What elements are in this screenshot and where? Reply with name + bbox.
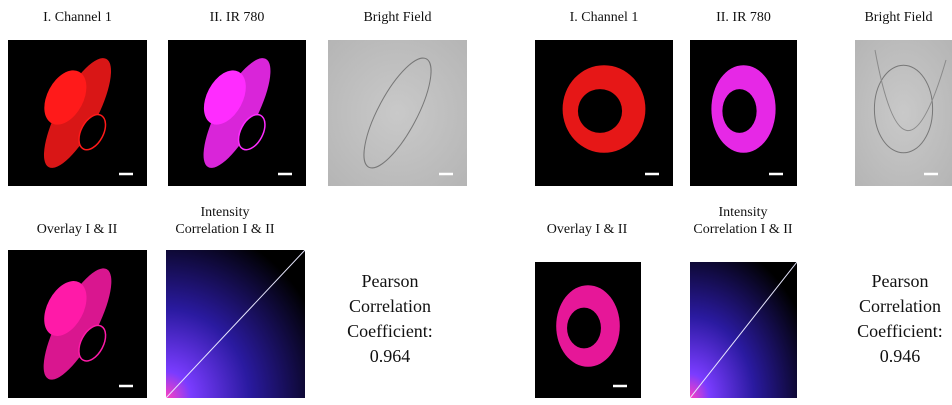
overlay-label: Overlay I & II [547,222,628,237]
overlay-label: Overlay I & II [37,222,118,237]
correlation-label: Correlation I & II [693,222,792,237]
image-label: Bright Field [864,10,932,25]
image-label: II. IR 780 [210,10,265,25]
micrograph [535,262,641,398]
micrograph [535,40,673,186]
image-label: II. IR 780 [716,10,771,25]
pearson-label: Coefficient: [347,321,433,341]
pearson-label: Correlation [349,296,431,316]
pearson-value: 0.946 [880,346,921,366]
pearson-label: Pearson [872,271,929,291]
micrograph [8,40,147,186]
micrograph [855,40,952,186]
micrograph [328,40,467,186]
micrograph [8,250,147,398]
correlation-label: Intensity [201,205,250,220]
pearson-label: Coefficient: [857,321,943,341]
image-bg [328,40,467,186]
image-label: I. Channel 1 [570,10,639,25]
correlation-label: Intensity [719,205,768,220]
micrograph [166,250,305,398]
nucleus [722,89,756,133]
micrograph [690,40,797,186]
image-label: Bright Field [363,10,431,25]
micrograph [690,262,797,398]
correlation-label: Correlation I & II [175,222,274,237]
pearson-label: Correlation [859,296,941,316]
pearson-value: 0.964 [370,346,411,366]
micrograph [168,40,306,186]
nucleus [578,89,622,133]
image-label: I. Channel 1 [43,10,112,25]
nucleus [567,308,601,349]
figure: I. Channel 1 II. IR 780 Bright Field Overla… [0,0,952,405]
image-bg [855,40,952,186]
pearson-label: Pearson [362,271,419,291]
